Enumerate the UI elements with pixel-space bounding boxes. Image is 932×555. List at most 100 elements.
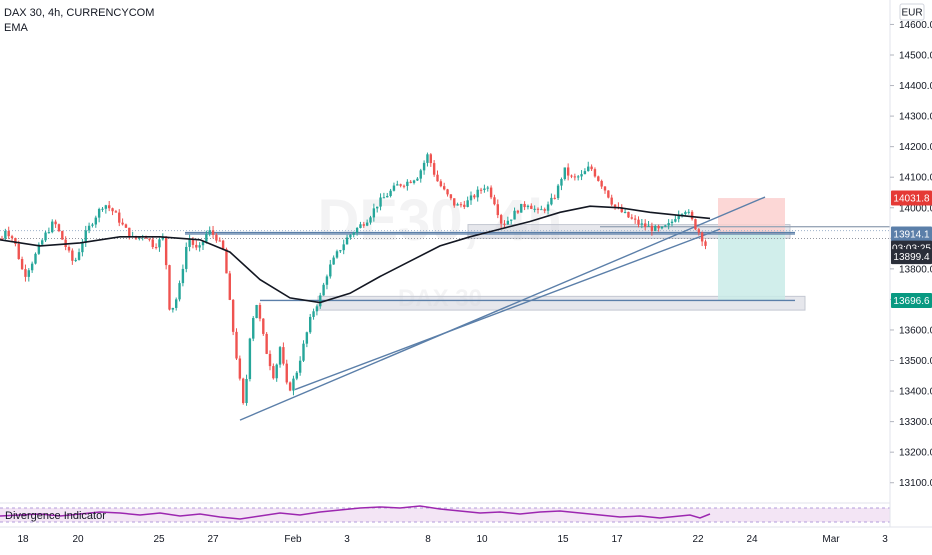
candle-up xyxy=(138,236,141,239)
y-tick-label: 14000.0 xyxy=(899,203,932,214)
candle-down xyxy=(20,259,24,270)
candle-up xyxy=(466,200,469,207)
candle-up xyxy=(426,154,429,163)
candle-up xyxy=(684,212,687,215)
candle-up xyxy=(483,188,486,190)
candle-up xyxy=(315,306,319,312)
candle-down xyxy=(553,197,556,199)
x-tick-label: Mar xyxy=(822,534,840,545)
y-tick-label: 13600.0 xyxy=(899,325,932,336)
candle-up xyxy=(309,316,312,333)
candle-down xyxy=(218,240,221,242)
candle-up xyxy=(101,208,104,210)
candle-down xyxy=(620,207,623,213)
y-tick-label: 14600.0 xyxy=(899,20,932,31)
candle-up xyxy=(486,187,489,189)
candle-up xyxy=(104,205,108,209)
candle-down xyxy=(67,247,71,251)
candle-down xyxy=(211,230,215,235)
candle-down xyxy=(231,299,235,332)
candle-down xyxy=(225,249,228,274)
candle-down xyxy=(148,238,151,240)
candle-down xyxy=(690,211,694,220)
candle-up xyxy=(416,178,419,181)
candle-up xyxy=(84,230,87,243)
candle-up xyxy=(670,221,674,224)
candle-down xyxy=(573,176,577,178)
symbol-title[interactable]: DAX 30, 4h, CURRENCYCOM xyxy=(4,7,154,19)
candle-up xyxy=(295,372,298,379)
candle-up xyxy=(640,223,644,225)
candle-down xyxy=(432,163,436,175)
x-tick-label: 17 xyxy=(611,534,623,545)
candle-up xyxy=(322,284,325,296)
candle-down xyxy=(114,211,118,213)
candle-down xyxy=(228,273,231,300)
candle-up xyxy=(412,180,416,183)
candle-up xyxy=(30,263,34,271)
candle-up xyxy=(556,185,560,199)
candle-down xyxy=(570,175,573,177)
candle-up xyxy=(175,299,178,308)
ema-line xyxy=(0,205,711,304)
price-axis-badge xyxy=(891,292,932,308)
x-tick-label: 3 xyxy=(344,534,350,545)
candle-up xyxy=(81,242,84,253)
candle-down xyxy=(436,174,439,182)
candle-down xyxy=(650,225,654,231)
candle-down xyxy=(446,189,449,195)
sr-zone xyxy=(317,295,806,311)
candle-up xyxy=(510,219,513,221)
x-tick-label: 3 xyxy=(882,534,888,545)
candle-up xyxy=(345,237,349,245)
candle-down xyxy=(700,232,704,242)
candle-down xyxy=(54,221,57,225)
candle-down xyxy=(168,265,171,310)
take-profit-zone xyxy=(718,233,785,301)
candle-up xyxy=(97,208,101,218)
candle-down xyxy=(128,227,131,237)
candle-up xyxy=(178,283,181,300)
candle-down xyxy=(24,269,27,277)
price-axis-badge xyxy=(891,249,932,265)
price-axis-badge-text: 13899.4 xyxy=(893,252,930,263)
candle-down xyxy=(258,305,262,319)
candle-up xyxy=(583,171,587,175)
candle-up xyxy=(355,227,359,233)
candle-down xyxy=(288,382,292,391)
candle-up xyxy=(51,221,54,233)
y-tick-label: 14300.0 xyxy=(899,112,932,123)
candle-down xyxy=(697,229,700,233)
candle-up xyxy=(349,234,352,238)
candle-down xyxy=(633,218,637,220)
candle-down xyxy=(124,224,128,228)
candle-down xyxy=(603,186,607,191)
y-tick-label: 13500.0 xyxy=(899,356,932,367)
candle-up xyxy=(181,268,185,284)
candle-down xyxy=(459,204,463,206)
candle-down xyxy=(610,197,613,205)
candle-up xyxy=(577,176,580,178)
candle-down xyxy=(496,204,499,216)
candle-up xyxy=(278,347,282,365)
candle-down xyxy=(644,223,647,227)
candle-down xyxy=(637,219,640,225)
currency-chip[interactable] xyxy=(899,3,925,21)
candle-up xyxy=(396,184,399,186)
candle-up xyxy=(339,250,342,252)
candle-up xyxy=(406,181,409,186)
x-tick-label: 15 xyxy=(557,534,569,545)
candle-down xyxy=(71,250,74,261)
candle-up xyxy=(342,244,345,251)
candle-down xyxy=(242,378,245,404)
candle-up xyxy=(533,208,536,210)
y-tick-label: 14200.0 xyxy=(899,142,932,153)
y-tick-label: 14100.0 xyxy=(899,173,932,184)
candle-down xyxy=(439,181,443,187)
candle-up xyxy=(305,332,309,344)
ema-legend[interactable]: EMA xyxy=(4,22,29,34)
candle-up xyxy=(41,240,44,245)
candle-up xyxy=(188,239,191,247)
